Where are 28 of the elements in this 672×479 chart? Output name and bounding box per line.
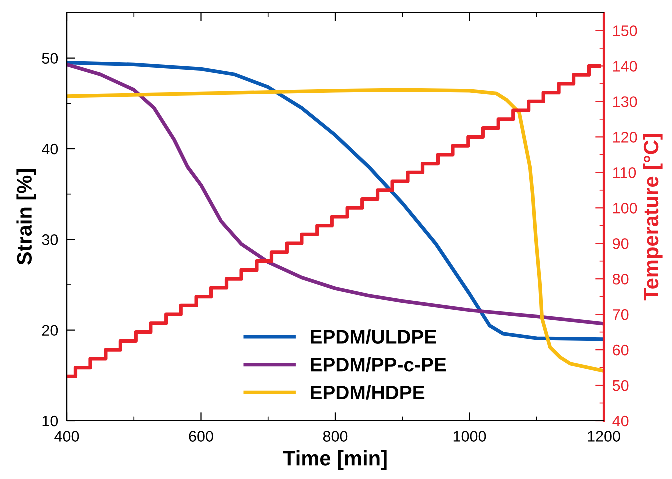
legend-label: EPDM/PP-c-PE <box>311 358 446 372</box>
y-tick-label: 40 <box>42 144 58 155</box>
y2-tick-label: 120 <box>614 132 638 143</box>
x-tick-label: 400 <box>54 431 80 442</box>
y-tick-label: 20 <box>42 325 58 336</box>
y2-tick-label: 140 <box>614 61 638 72</box>
y-axis-title: Strain [%] <box>16 170 36 266</box>
y2-tick-label: 100 <box>614 203 638 214</box>
y2-tick-label: 130 <box>614 96 638 108</box>
x-tick-label: 1000 <box>454 431 486 442</box>
y2-tick-label: 50 <box>612 380 629 392</box>
y2-tick-label: 80 <box>612 274 629 285</box>
y-tick-label: 50 <box>42 53 58 64</box>
y2-tick-label: 90 <box>613 238 629 250</box>
y2-tick-label: 60 <box>613 344 629 356</box>
y-tick-label: 30 <box>42 234 58 246</box>
x-axis-title: Time [min] <box>283 450 387 470</box>
y2-tick-label: 150 <box>614 26 638 36</box>
legend-label: EPDM/ULDPE <box>311 330 436 344</box>
x-tick-label: 1200 <box>588 431 620 442</box>
x-tick-label: 800 <box>323 431 348 442</box>
y2-axis-title: Temperature [°C] <box>643 134 663 301</box>
legend-label: EPDM/HDPE <box>311 385 425 400</box>
y2-tick-label: 110 <box>614 168 636 178</box>
y-tick-label: 10 <box>42 416 58 427</box>
y2-tick-label: 40 <box>612 416 629 427</box>
y2-tick-label: 70 <box>613 309 629 320</box>
x-tick-label: 600 <box>189 431 214 442</box>
